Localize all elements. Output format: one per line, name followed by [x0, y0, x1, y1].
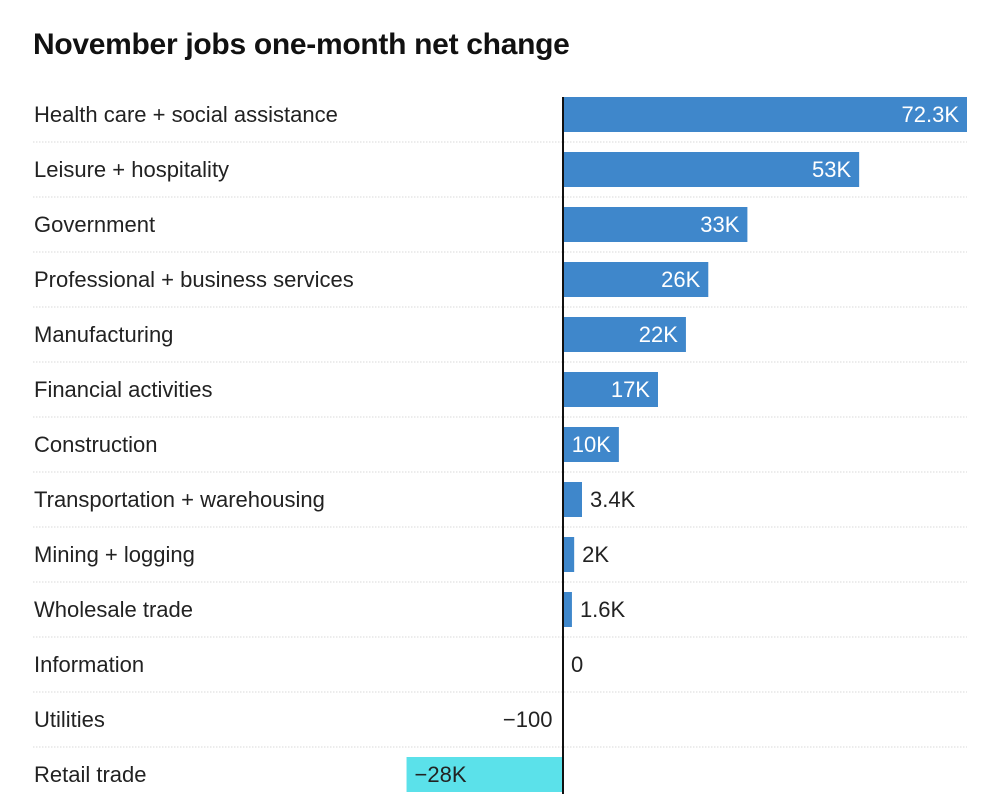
bar[interactable]: [563, 97, 967, 132]
bar[interactable]: [563, 152, 860, 187]
value-label: 3.4K: [590, 487, 636, 512]
value-label: 1.6K: [580, 597, 626, 622]
category-label: Transportation + warehousing: [34, 487, 325, 512]
bar[interactable]: [563, 592, 572, 627]
chart-title: November jobs one-month net change: [33, 28, 570, 61]
bar[interactable]: [406, 757, 563, 792]
bar[interactable]: [563, 372, 658, 407]
value-label: −28K: [415, 762, 467, 787]
value-label: −100: [503, 707, 553, 732]
category-label: Wholesale trade: [34, 597, 193, 622]
value-label: 53K: [812, 157, 851, 182]
category-label: Retail trade: [34, 762, 147, 787]
bar[interactable]: [563, 427, 619, 462]
category-label: Leisure + hospitality: [34, 157, 229, 182]
category-label: Financial activities: [34, 377, 213, 402]
value-label: 26K: [661, 267, 700, 292]
bar[interactable]: [563, 537, 575, 572]
category-label: Health care + social assistance: [34, 102, 338, 127]
value-label: 33K: [700, 212, 739, 237]
category-label: Mining + logging: [34, 542, 195, 567]
category-label: Government: [34, 212, 155, 237]
category-label: Utilities: [34, 707, 105, 732]
bar[interactable]: [563, 482, 582, 517]
category-label: Construction: [34, 432, 158, 457]
value-label: 0: [571, 652, 583, 677]
category-label: Information: [34, 652, 144, 677]
value-label: 17K: [611, 377, 650, 402]
category-label: Manufacturing: [34, 322, 173, 347]
value-label: 2K: [582, 542, 609, 567]
value-label: 22K: [639, 322, 678, 347]
bar[interactable]: [563, 207, 748, 242]
bar[interactable]: [563, 262, 709, 297]
bar[interactable]: [563, 317, 686, 352]
category-label: Professional + business services: [34, 267, 354, 292]
value-label: 72.3K: [902, 102, 960, 127]
value-label: 10K: [572, 432, 611, 457]
